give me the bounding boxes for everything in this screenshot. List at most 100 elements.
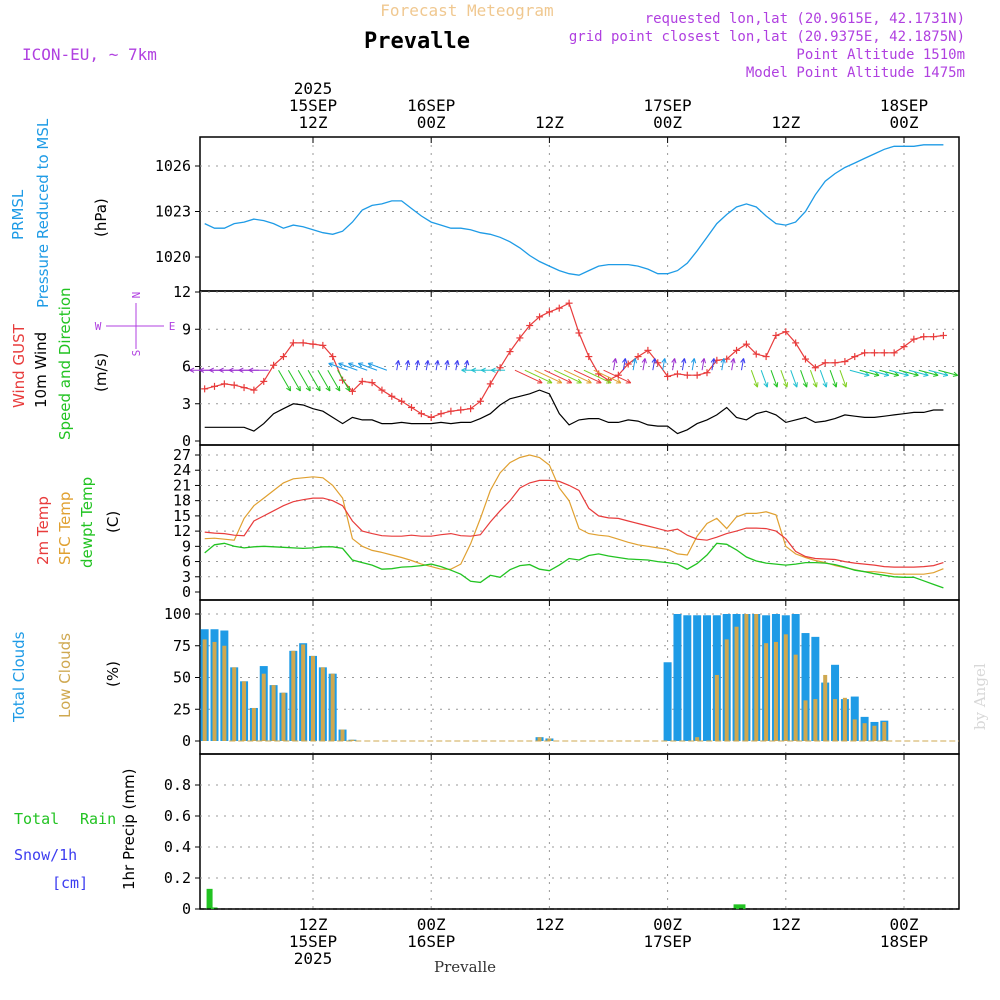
temperature-panel-tick-label: 6 <box>182 553 191 571</box>
precip-panel-tick-label: 0.8 <box>164 776 191 794</box>
wind-direction-arrow <box>278 369 292 392</box>
low-cloud-bar <box>281 692 286 741</box>
wind-gust-marker <box>358 377 366 385</box>
temp-2m-label: 2m Temp <box>34 496 52 565</box>
wind-direction-arrow <box>651 358 657 371</box>
wind-direction-arrow <box>889 369 909 377</box>
wind-direction-arrow <box>859 369 880 377</box>
pressure-msl-label: Pressure Reduced to MSL <box>34 118 52 308</box>
wind-gust-marker <box>398 397 406 405</box>
wind-gust-marker <box>260 377 268 385</box>
wind-direction-arrow <box>328 362 348 371</box>
wind-direction-arrow <box>490 367 506 373</box>
bottom-time-label: 12Z <box>535 915 564 934</box>
rain-bar <box>733 904 740 909</box>
temp-unit-label: (C) <box>104 511 122 533</box>
wind-gust-marker <box>299 339 307 347</box>
wind-gust-marker <box>772 331 780 339</box>
wind-gust-marker <box>348 387 356 395</box>
wind-gust-marker <box>437 410 445 418</box>
wind-gust-marker <box>457 406 465 414</box>
wind-gust-marker <box>575 329 583 337</box>
pressure-panel-tick-label: 1020 <box>155 248 191 266</box>
bottom-time-label: 16SEP <box>407 932 455 951</box>
clouds-panel: Total Clouds Low Clouds (%) <box>10 631 122 723</box>
temperature-panel-tick-label: 27 <box>173 446 191 464</box>
wind-gust-marker <box>467 405 475 413</box>
wind-gust-marker <box>289 339 297 347</box>
wind-direction-arrow <box>800 370 808 388</box>
total-cloud-bar <box>850 696 859 741</box>
wind-gust-marker <box>516 334 524 342</box>
wind-gust-marker <box>880 349 888 357</box>
temperature-panel-tick-label: 12 <box>173 522 191 540</box>
wind-direction-arrow <box>338 362 358 371</box>
wind-direction-arrow <box>248 367 269 373</box>
wind-direction-arrow <box>563 369 592 384</box>
wind-direction-arrow <box>641 358 647 371</box>
pressure-panel-frame: 1020 1023 1026 <box>155 136 960 292</box>
low-cloud-bar <box>222 645 227 741</box>
wind-10m-line <box>204 389 944 435</box>
precip-snow-label: Snow/1h <box>14 846 77 864</box>
wind-panel-tick-label: 3 <box>182 395 191 413</box>
wind-10m-label: 10m Wind <box>32 332 50 408</box>
low-cloud-bar <box>803 700 808 741</box>
wind-gust-marker <box>703 369 711 377</box>
top-time-label: 2025 <box>294 79 333 98</box>
top-time-label: 12Z <box>535 113 564 132</box>
wind-direction-arrow <box>720 358 726 371</box>
wind-gust-marker <box>802 355 809 363</box>
precip-panel-tick-label: 0.6 <box>164 807 191 825</box>
wind-gust-marker <box>408 403 415 411</box>
wind-gust-marker <box>427 413 435 421</box>
low-cloud-bar <box>833 699 838 741</box>
wind-gust-marker <box>752 350 760 358</box>
temperature-panel-tick-label: 3 <box>182 568 191 586</box>
precip-rain-label: Rain <box>80 810 116 828</box>
low-cloud-bar <box>744 614 749 741</box>
low-cloud-bar <box>842 697 847 741</box>
wind-panel-tick-label: 0 <box>182 432 191 450</box>
temperature-panel-tick-label: 21 <box>173 476 191 494</box>
wind-gust-marker <box>634 353 642 361</box>
low-cloud-bar <box>783 634 788 741</box>
wind-gust-marker <box>368 379 376 387</box>
low-cloud-bar <box>232 667 237 741</box>
pressure-panel-tick-label: 1026 <box>155 157 191 175</box>
wind-direction-arrow <box>327 369 341 392</box>
wind-direction-arrow <box>337 369 351 392</box>
wind-direction-arrow <box>434 360 440 371</box>
compass-n: N <box>130 292 143 299</box>
precip-total-label: Total <box>14 810 59 828</box>
bottom-time-label: 17SEP <box>644 932 692 951</box>
wind-gust-marker <box>545 308 553 316</box>
top-time-label: 15SEP <box>289 96 337 115</box>
clouds-panel-tick-label: 100 <box>164 605 191 623</box>
wind-gust-marker <box>201 385 209 393</box>
bottom-time-label: 2025 <box>294 949 333 968</box>
pressure-panel: PRMSL Pressure Reduced to MSL (hPa) <box>9 118 110 308</box>
wind-gust-marker <box>870 349 878 357</box>
wind-direction-arrow <box>839 370 848 388</box>
wind-direction-arrow <box>297 369 311 392</box>
wind-direction-arrow <box>809 370 818 388</box>
bottom-location-title: Prevalle <box>434 958 496 976</box>
total-cloud-bar <box>663 662 672 741</box>
temperature-panel-tick-label: 0 <box>182 583 191 601</box>
low-cloud-bar <box>793 654 798 741</box>
temp-sfc-label: SFC Temp <box>56 492 74 565</box>
low-cloud-bar <box>764 643 769 741</box>
plot-layer: 1020102310260369120369121518212427025507… <box>155 136 960 918</box>
wind-gust-marker <box>624 360 632 368</box>
low-cloud-bar <box>311 655 315 741</box>
low-cloud-bar <box>714 674 719 741</box>
wind-gust-marker <box>388 392 396 400</box>
wind-direction-arrow <box>454 360 460 371</box>
total-clouds-label: Total Clouds <box>10 631 28 723</box>
precip-panel: Total Rain Snow/1h [cm] 1hr Precip (mm) <box>14 769 138 892</box>
wind-direction-arrow <box>849 369 870 377</box>
